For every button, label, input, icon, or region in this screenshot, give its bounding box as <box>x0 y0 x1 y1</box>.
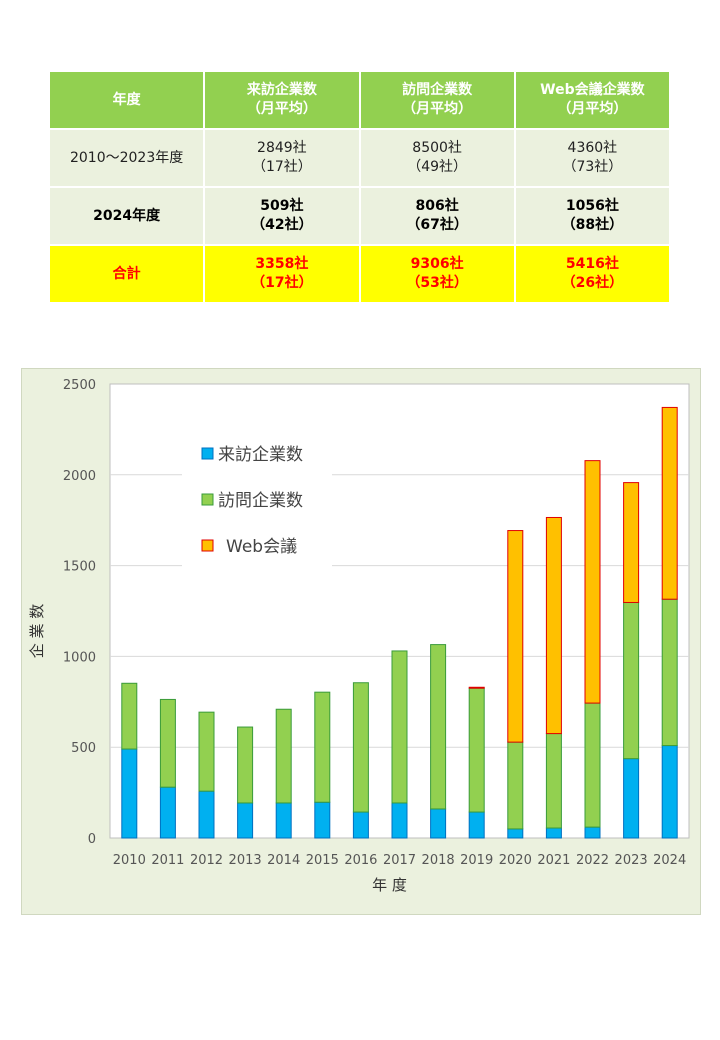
summary-row-2024: 2024年度 509社 （42社） 806社 （67社） 1056社 （88社） <box>47 186 672 246</box>
bar-segment <box>545 733 562 829</box>
bar-segment <box>468 686 485 689</box>
x-tick-label: 2012 <box>190 853 223 868</box>
bar-segment <box>584 826 601 839</box>
summary-table: 年度 来訪企業数 （月平均） 訪問企業数 （月平均） Web会議企業数 （月平均） 2… <box>47 70 672 304</box>
bar-segment <box>275 802 292 839</box>
cell-visits: 3358社 （17社） <box>203 244 361 304</box>
x-tick-label: 2013 <box>229 853 262 868</box>
cell-outreach: 9306社 （53社） <box>358 244 516 304</box>
bar-segment <box>198 711 215 792</box>
summary-row-2010-2023: 2010～2023年度 2849社 （17社） 8500社 （49社） 4360社（… <box>47 128 672 188</box>
bar-segment <box>507 530 524 743</box>
bar-segment <box>198 790 215 839</box>
bar-segment <box>584 460 601 704</box>
legend-label: 来訪企業数 <box>218 445 303 465</box>
y-tick-label: 500 <box>71 741 96 756</box>
bar-segment <box>121 682 138 750</box>
bar-segment <box>468 811 485 839</box>
legend-swatch <box>201 539 214 552</box>
y-tick-label: 0 <box>88 832 96 847</box>
row-label: 合計 <box>47 244 206 304</box>
bar-segment <box>623 758 640 839</box>
header-year: 年度 <box>47 70 206 130</box>
bar-segment <box>314 691 331 803</box>
bar-segment <box>545 516 562 735</box>
y-tick-label: 2000 <box>63 469 96 484</box>
cell-visits: 2849社 （17社） <box>203 128 361 188</box>
cell-web: 4360社 （73社） <box>513 128 672 188</box>
bar-segment <box>237 726 254 804</box>
y-tick-label: 1500 <box>63 560 96 575</box>
chart-panel: 0 500 1000 1500 2000 2500 2010 2011 2012 2013 2014… <box>21 368 701 915</box>
bar-segment <box>623 601 640 760</box>
bar-segment <box>584 702 601 828</box>
bar-segment <box>159 698 176 788</box>
x-tick-label: 2015 <box>306 853 339 868</box>
summary-row-total: 合計 3358社 （17社） 9306社 （53社） 5416社 （26社） <box>47 244 672 304</box>
bar-segment <box>507 741 524 830</box>
x-tick-label: 2022 <box>576 853 609 868</box>
bar-segment <box>430 644 447 810</box>
bar-segment <box>275 708 292 804</box>
bar-segment <box>661 406 678 600</box>
bar-segment <box>314 801 331 839</box>
x-tick-label: 2020 <box>499 853 532 868</box>
y-tick-label: 1000 <box>63 650 96 665</box>
cell-outreach: 806社 （67社） <box>358 186 516 246</box>
x-axis-label: 年 度 <box>372 876 407 894</box>
x-tick-label: 2017 <box>383 853 416 868</box>
bar-segment <box>237 802 254 839</box>
bar-segment <box>661 598 678 747</box>
bar-segment <box>430 808 447 839</box>
cell-web: 5416社 （26社） <box>513 244 672 304</box>
row-label: 2010～2023年度 <box>47 128 206 188</box>
x-tick-label: 2021 <box>537 853 570 868</box>
bar-segment <box>121 748 138 839</box>
summary-header-row: 年度 来訪企業数 （月平均） 訪問企業数 （月平均） Web会議企業数 （月平均） <box>47 70 672 130</box>
legend-label: Web会議 <box>226 537 297 557</box>
bar-segment <box>661 745 678 839</box>
cell-outreach: 8500社 （49社） <box>358 128 516 188</box>
header-visits: 来訪企業数 （月平均） <box>203 70 361 130</box>
bar-segment <box>468 687 485 813</box>
x-tick-label: 2016 <box>344 853 377 868</box>
header-outreach: 訪問企業数 （月平均） <box>358 70 516 130</box>
row-label: 2024年度 <box>47 186 206 246</box>
y-tick-label: 2500 <box>63 378 96 393</box>
stacked-bar-chart: 0 500 1000 1500 2000 2500 2010 2011 2012 2013 2014… <box>28 378 690 894</box>
legend-swatch <box>201 493 214 506</box>
x-tick-label: 2019 <box>460 853 493 868</box>
bar-segment <box>545 827 562 839</box>
bar-segment <box>352 682 369 813</box>
bar-segment <box>623 482 640 603</box>
cell-web: 1056社 （88社） <box>513 186 672 246</box>
cell-visits: 509社 （42社） <box>203 186 361 246</box>
x-tick-label: 2024 <box>653 853 686 868</box>
x-tick-label: 2023 <box>615 853 648 868</box>
y-axis-label: 企 業 数 <box>28 604 46 659</box>
legend-swatch <box>201 447 214 460</box>
x-tick-label: 2010 <box>113 853 146 868</box>
bar-segment <box>507 828 524 839</box>
bar-segment <box>391 650 408 804</box>
bar-segment <box>159 786 176 839</box>
x-tick-label: 2014 <box>267 853 300 868</box>
x-tick-label: 2018 <box>422 853 455 868</box>
legend-label: 訪問企業数 <box>218 491 303 511</box>
header-web: Web会議企業数 （月平均） <box>513 70 672 130</box>
x-tick-label: 2011 <box>151 853 184 868</box>
bar-segment <box>391 802 408 839</box>
bar-segment <box>352 811 369 839</box>
